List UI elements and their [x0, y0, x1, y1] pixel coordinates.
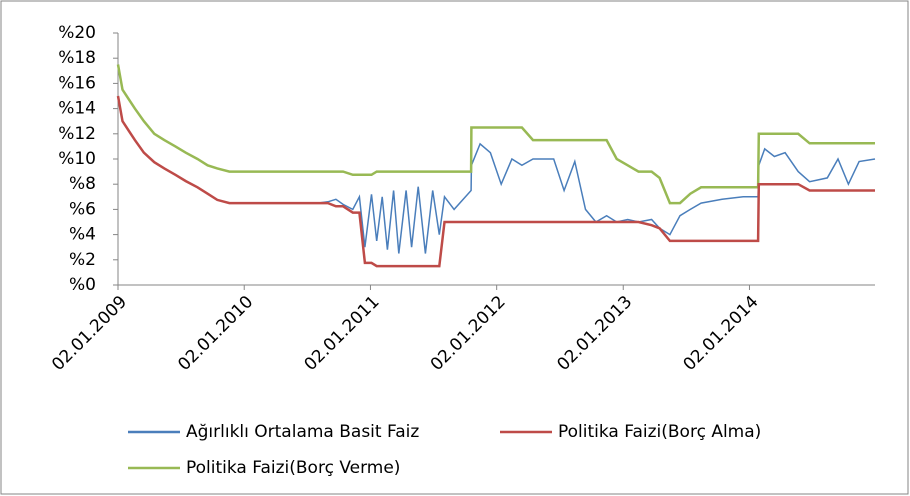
- y-tick-label: %6: [69, 199, 96, 219]
- y-tick-label: %12: [58, 124, 96, 144]
- y-tick-label: %0: [69, 275, 96, 295]
- y-tick-label: %2: [69, 250, 96, 270]
- y-tick-label: %20: [58, 23, 96, 43]
- y-tick-label: %10: [58, 149, 96, 169]
- y-tick-label: %16: [58, 73, 96, 93]
- y-tick-label: %8: [69, 174, 96, 194]
- legend-label: Ağırlıklı Ortalama Basit Faiz: [186, 422, 419, 442]
- series-line: [116, 64, 875, 205]
- y-tick-label: %18: [58, 48, 96, 68]
- series-line: [116, 95, 875, 268]
- y-tick-label: %14: [58, 99, 96, 119]
- y-tick-label: %4: [69, 225, 96, 245]
- legend-label: Politika Faizi(Borç Verme): [186, 458, 400, 478]
- legend-label: Politika Faizi(Borç Alma): [558, 422, 761, 442]
- series-line: [317, 142, 876, 254]
